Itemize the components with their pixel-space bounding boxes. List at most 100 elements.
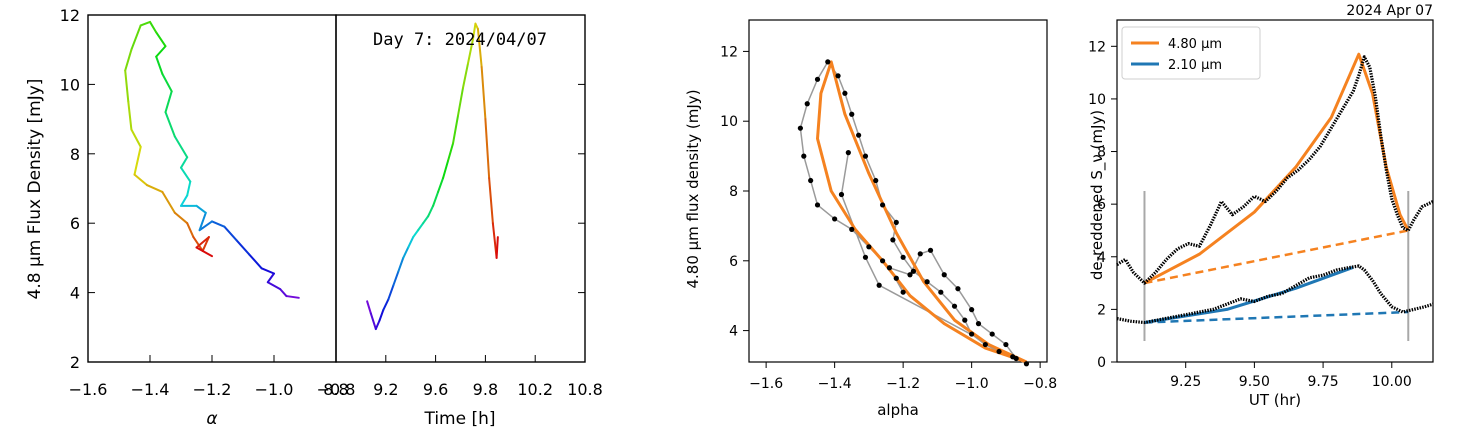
panel-a-data <box>124 20 300 299</box>
panel-c-xtick-label: −1.0 <box>955 376 989 392</box>
panel-d-xtick-label: 9.50 <box>1239 374 1270 390</box>
panel-a-segment <box>223 225 238 242</box>
panel-a-segment <box>155 45 167 58</box>
panel-a-xtick-label: −1.0 <box>255 380 294 399</box>
panel-a: −1.6 −1.4 −1.2 −1.0 −0.8 2 4 6 8 10 12 4.8 μm Flux… <box>25 6 355 429</box>
panel-c-point <box>879 202 886 208</box>
panel-b-segment <box>432 190 440 207</box>
panel-c-ytick-label: 12 <box>720 44 738 60</box>
panel-b-xtick-label: 9.2 <box>373 380 398 399</box>
panel-c-xtick-label: −1.2 <box>886 376 920 392</box>
panel-c-point <box>856 132 862 138</box>
panel-c-ylabel: 4.80 μm flux density (mJy) <box>684 89 702 288</box>
panel-a-segment <box>186 222 195 239</box>
panel-a-xtick-label: −1.6 <box>69 380 108 399</box>
panel-c-point <box>910 268 917 274</box>
panel-a-segment <box>149 20 158 34</box>
panel-b-segment <box>417 222 425 232</box>
panel-d-xtick-label: 9.25 <box>1170 374 1201 390</box>
panel-c-xtick-label: −1.6 <box>749 376 783 392</box>
panel-d-series-4p80 <box>1116 55 1434 285</box>
panel-a-segment <box>130 128 142 148</box>
panel-d-data <box>1116 52 1434 341</box>
panel-d: 9.25 9.50 9.75 10.00 0 2 4 6 8 10 12 2024 Apr 07 d… <box>1088 3 1434 409</box>
panel-b-xtick-label: 9.6 <box>423 380 448 399</box>
legend-label-2p10: 2.10 μm <box>1168 58 1222 73</box>
panel-c-point <box>849 226 855 232</box>
panel-d-series-2p10 <box>1116 264 1434 325</box>
panel-a-segment <box>192 236 204 252</box>
panel-b-segment <box>452 114 460 145</box>
panel-b-segment <box>480 66 487 121</box>
panel-c-point <box>969 307 975 313</box>
panel-a-segment <box>139 20 151 27</box>
panel-c-point <box>927 247 934 253</box>
panel-a-segment <box>180 156 189 169</box>
panel-a-ytick-label: 12 <box>60 6 80 25</box>
panel-c-point <box>969 331 975 337</box>
panel-c-point <box>962 317 968 323</box>
panel-a-xtick-label: −1.4 <box>131 380 170 399</box>
panel-c-point <box>989 331 995 337</box>
panel-d-xtick-label: 10.00 <box>1372 374 1412 390</box>
panel-a-segment <box>161 190 176 214</box>
panel-c-point <box>996 348 1002 355</box>
panel-d-ytick-label: 12 <box>1088 39 1106 55</box>
panel-c-point <box>955 286 961 292</box>
panel-b-segment <box>374 319 381 331</box>
panel-a-segment <box>195 246 213 258</box>
panel-a-segment <box>201 236 210 252</box>
panel-b-segment <box>382 298 390 311</box>
panel-b-title: Day 7: 2024/04/07 <box>373 30 547 50</box>
panel-b-xtick-label: 8.8 <box>323 380 348 399</box>
panel-d-legend: 4.80 μm 2.10 μm <box>1121 26 1261 80</box>
panel-a-segment <box>285 295 300 299</box>
panel-a-xlabel: α <box>206 409 217 429</box>
panel-b: 8.8 9.2 9.6 9.8 10.2 10.8 Day 7: 2024/04/07 T… <box>323 14 603 429</box>
panel-b-segment <box>422 215 430 225</box>
legend-box <box>1121 26 1261 80</box>
panel-c-point <box>845 150 851 156</box>
panel-a-segment <box>266 272 275 284</box>
panel-d-ytick-label: 6 <box>1097 197 1106 213</box>
panel-c-point <box>917 251 923 257</box>
panel-c-point <box>862 254 869 260</box>
panel-a-segment <box>235 239 251 256</box>
panel-b-segment <box>495 236 499 259</box>
panel-b-segment <box>447 142 455 162</box>
panel-b-segment <box>457 86 464 117</box>
panel-b-segment <box>484 118 491 180</box>
panel-d-baseline-2p10 <box>1144 310 1409 324</box>
panel-d-title: 2024 Apr 07 <box>1346 3 1433 19</box>
panel-a-segment <box>164 90 173 114</box>
panel-d-ylabel: de-reddened S_ν (mJy) <box>1088 110 1107 280</box>
panel-a-segment <box>211 220 226 228</box>
panel-b-xlabel: Time [h] <box>423 409 495 429</box>
panel-c-point <box>1013 355 1019 362</box>
panel-c-point <box>873 177 879 184</box>
panel-b-segment <box>397 256 405 273</box>
panel-b-segment <box>466 38 474 65</box>
panel-c-point <box>849 111 855 117</box>
panel-c: −1.6 −1.4 −1.2 −1.0 −0.8 4 6 8 10 12 4.80 μm flux… <box>684 19 1057 419</box>
panel-a-segment <box>248 253 263 270</box>
panel-a-segment <box>155 55 164 75</box>
panel-c-point <box>941 272 947 278</box>
panel-a-segment <box>180 166 192 183</box>
panel-d-ytick-label: 0 <box>1097 355 1106 371</box>
panel-c-point <box>804 101 810 107</box>
panel-a-ytick-label: 6 <box>70 214 80 233</box>
panel-a-segment <box>173 211 189 225</box>
panel-c-point <box>876 282 882 288</box>
panel-c-point <box>951 303 958 309</box>
panel-b-segment <box>488 177 494 225</box>
panel-c-point <box>797 125 803 131</box>
panel-c-point <box>893 219 899 226</box>
panel-d-xtick-label: 9.75 <box>1308 374 1339 390</box>
panel-b-segment <box>387 284 395 301</box>
panel-a-ticks: −1.6 −1.4 −1.2 −1.0 −0.8 2 4 6 8 10 12 <box>60 6 356 399</box>
panel-c-fit-loop <box>816 60 1028 364</box>
panel-b-segment <box>461 62 469 89</box>
panel-c-point <box>832 216 838 222</box>
